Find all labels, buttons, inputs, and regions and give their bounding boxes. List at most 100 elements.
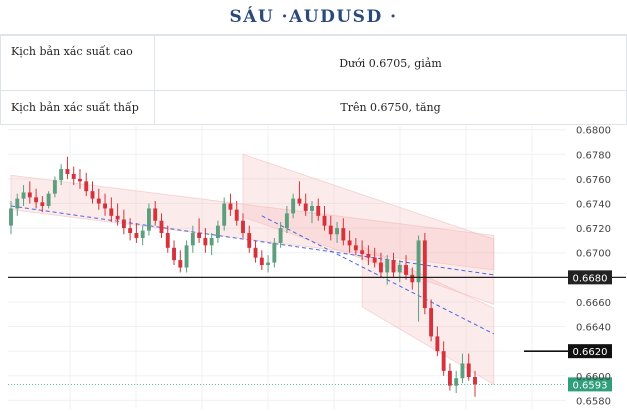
candle-body bbox=[209, 237, 214, 246]
candle-body bbox=[466, 363, 471, 378]
candle-body bbox=[90, 191, 95, 199]
candle-body bbox=[454, 378, 459, 386]
level-tag-label: 0.6620 bbox=[573, 347, 608, 358]
trendline-0 bbox=[10, 205, 494, 276]
candle-body bbox=[241, 220, 245, 234]
candle-body bbox=[347, 240, 352, 246]
scenario-table: Kịch bản xác suất cao Dưới 0.6705, giảm … bbox=[0, 35, 627, 125]
candle-body bbox=[460, 363, 465, 379]
candle-body bbox=[65, 169, 70, 174]
y-tick-label: 0.6740 bbox=[576, 200, 611, 211]
price-chart[interactable]: 0.6680 0.6620 0.6593 0.6800 0.6780 0.6760 0.67… bbox=[0, 126, 627, 409]
y-tick-label: 0.6580 bbox=[576, 396, 611, 407]
candle-body bbox=[272, 242, 277, 263]
candle-body bbox=[278, 228, 283, 243]
scenario-row-low: Kịch bản xác suất thấp Trên 0.6750, tăng bbox=[0, 90, 627, 125]
regression-channel-2 bbox=[361, 245, 495, 386]
candle-body bbox=[197, 233, 202, 238]
candle-body bbox=[222, 203, 227, 226]
candle-body bbox=[115, 215, 120, 220]
y-tick-label: 0.6720 bbox=[576, 224, 611, 235]
candle-body bbox=[247, 233, 252, 248]
y-tick-label: 0.6780 bbox=[576, 150, 611, 161]
candle-body bbox=[59, 169, 64, 181]
candle-body bbox=[353, 245, 358, 251]
candle-body bbox=[96, 198, 101, 204]
scenario-value-low: Trên 0.6750, tăng bbox=[154, 90, 627, 125]
candle-body bbox=[379, 262, 383, 273]
y-tick-label: 0.6700 bbox=[576, 249, 611, 260]
candle-body bbox=[335, 228, 339, 235]
candle-body bbox=[103, 203, 107, 209]
candle-body bbox=[52, 180, 57, 194]
candle-body bbox=[259, 257, 264, 266]
scenario-value-high: Dưới 0.6705, giảm bbox=[154, 35, 627, 91]
candle-body bbox=[159, 220, 164, 234]
candle-body bbox=[266, 262, 271, 266]
candle-body bbox=[121, 219, 126, 229]
candle-body bbox=[322, 215, 327, 226]
y-tick-label: 0.6800 bbox=[576, 126, 611, 137]
candle-body bbox=[385, 260, 390, 273]
candle-body bbox=[9, 208, 13, 226]
candle-body bbox=[21, 192, 26, 199]
candle-body bbox=[78, 178, 82, 182]
candle-body bbox=[372, 257, 377, 263]
candle-body bbox=[422, 240, 427, 309]
candle-body bbox=[128, 228, 133, 234]
candle-body bbox=[34, 197, 39, 203]
candle-body bbox=[284, 213, 289, 229]
candle-body bbox=[441, 351, 446, 371]
candle-body bbox=[303, 203, 308, 211]
candle-body bbox=[71, 173, 76, 179]
level-tag-label: 0.6680 bbox=[573, 273, 608, 284]
candle-body bbox=[153, 208, 158, 221]
candle-body bbox=[46, 193, 51, 206]
candle-body bbox=[391, 260, 396, 273]
page-title: SÁU ·AUDUSD · bbox=[229, 7, 398, 27]
candle-body bbox=[140, 230, 145, 238]
last-price-tag-label: 0.6593 bbox=[573, 380, 608, 391]
candle-body bbox=[397, 265, 402, 273]
candle-body bbox=[134, 233, 139, 238]
candle-body bbox=[40, 202, 45, 206]
candle-body bbox=[253, 247, 258, 258]
candle-body bbox=[447, 370, 452, 386]
candle-body bbox=[341, 228, 346, 241]
candle-body bbox=[203, 237, 208, 246]
candle-body bbox=[473, 377, 477, 385]
candle-body bbox=[435, 336, 440, 352]
scenario-row-high: Kịch bản xác suất cao Dưới 0.6705, giảm bbox=[0, 35, 627, 91]
candle-body bbox=[310, 205, 314, 211]
candle-body bbox=[410, 274, 415, 283]
level-tag-bg bbox=[568, 344, 612, 359]
candle-body bbox=[316, 205, 321, 216]
y-tick-label: 0.6660 bbox=[576, 298, 611, 309]
candle-body bbox=[404, 265, 408, 275]
y-tick-label: 0.6640 bbox=[576, 323, 611, 334]
last-price-tag-bg bbox=[568, 377, 612, 392]
candle-body bbox=[297, 198, 302, 204]
y-tick-label: 0.6760 bbox=[576, 175, 611, 186]
candle-body bbox=[328, 225, 333, 235]
candle-body bbox=[416, 240, 421, 283]
candle-body bbox=[366, 253, 371, 258]
candle-body bbox=[178, 260, 183, 268]
candle-body bbox=[147, 208, 151, 231]
candle-body bbox=[190, 233, 195, 246]
candle-body bbox=[429, 308, 434, 337]
candle-body bbox=[184, 245, 189, 268]
header-bar: SÁU ·AUDUSD · bbox=[0, 0, 627, 35]
candle-body bbox=[165, 233, 170, 248]
regression-channel-1 bbox=[242, 153, 495, 305]
candle-body bbox=[109, 208, 114, 216]
candle-body bbox=[291, 198, 296, 214]
scenario-label-low: Kịch bản xác suất thấp bbox=[0, 90, 155, 125]
candle-body bbox=[84, 181, 89, 192]
candle-body bbox=[228, 203, 233, 210]
chart-svg[interactable]: 0.6680 0.6620 0.6593 0.6800 0.6780 0.6760 0.67… bbox=[0, 126, 627, 409]
level-tag-bg bbox=[568, 270, 612, 285]
candle-body bbox=[234, 209, 239, 221]
candle-body bbox=[172, 247, 176, 261]
trendline-1 bbox=[261, 215, 495, 335]
